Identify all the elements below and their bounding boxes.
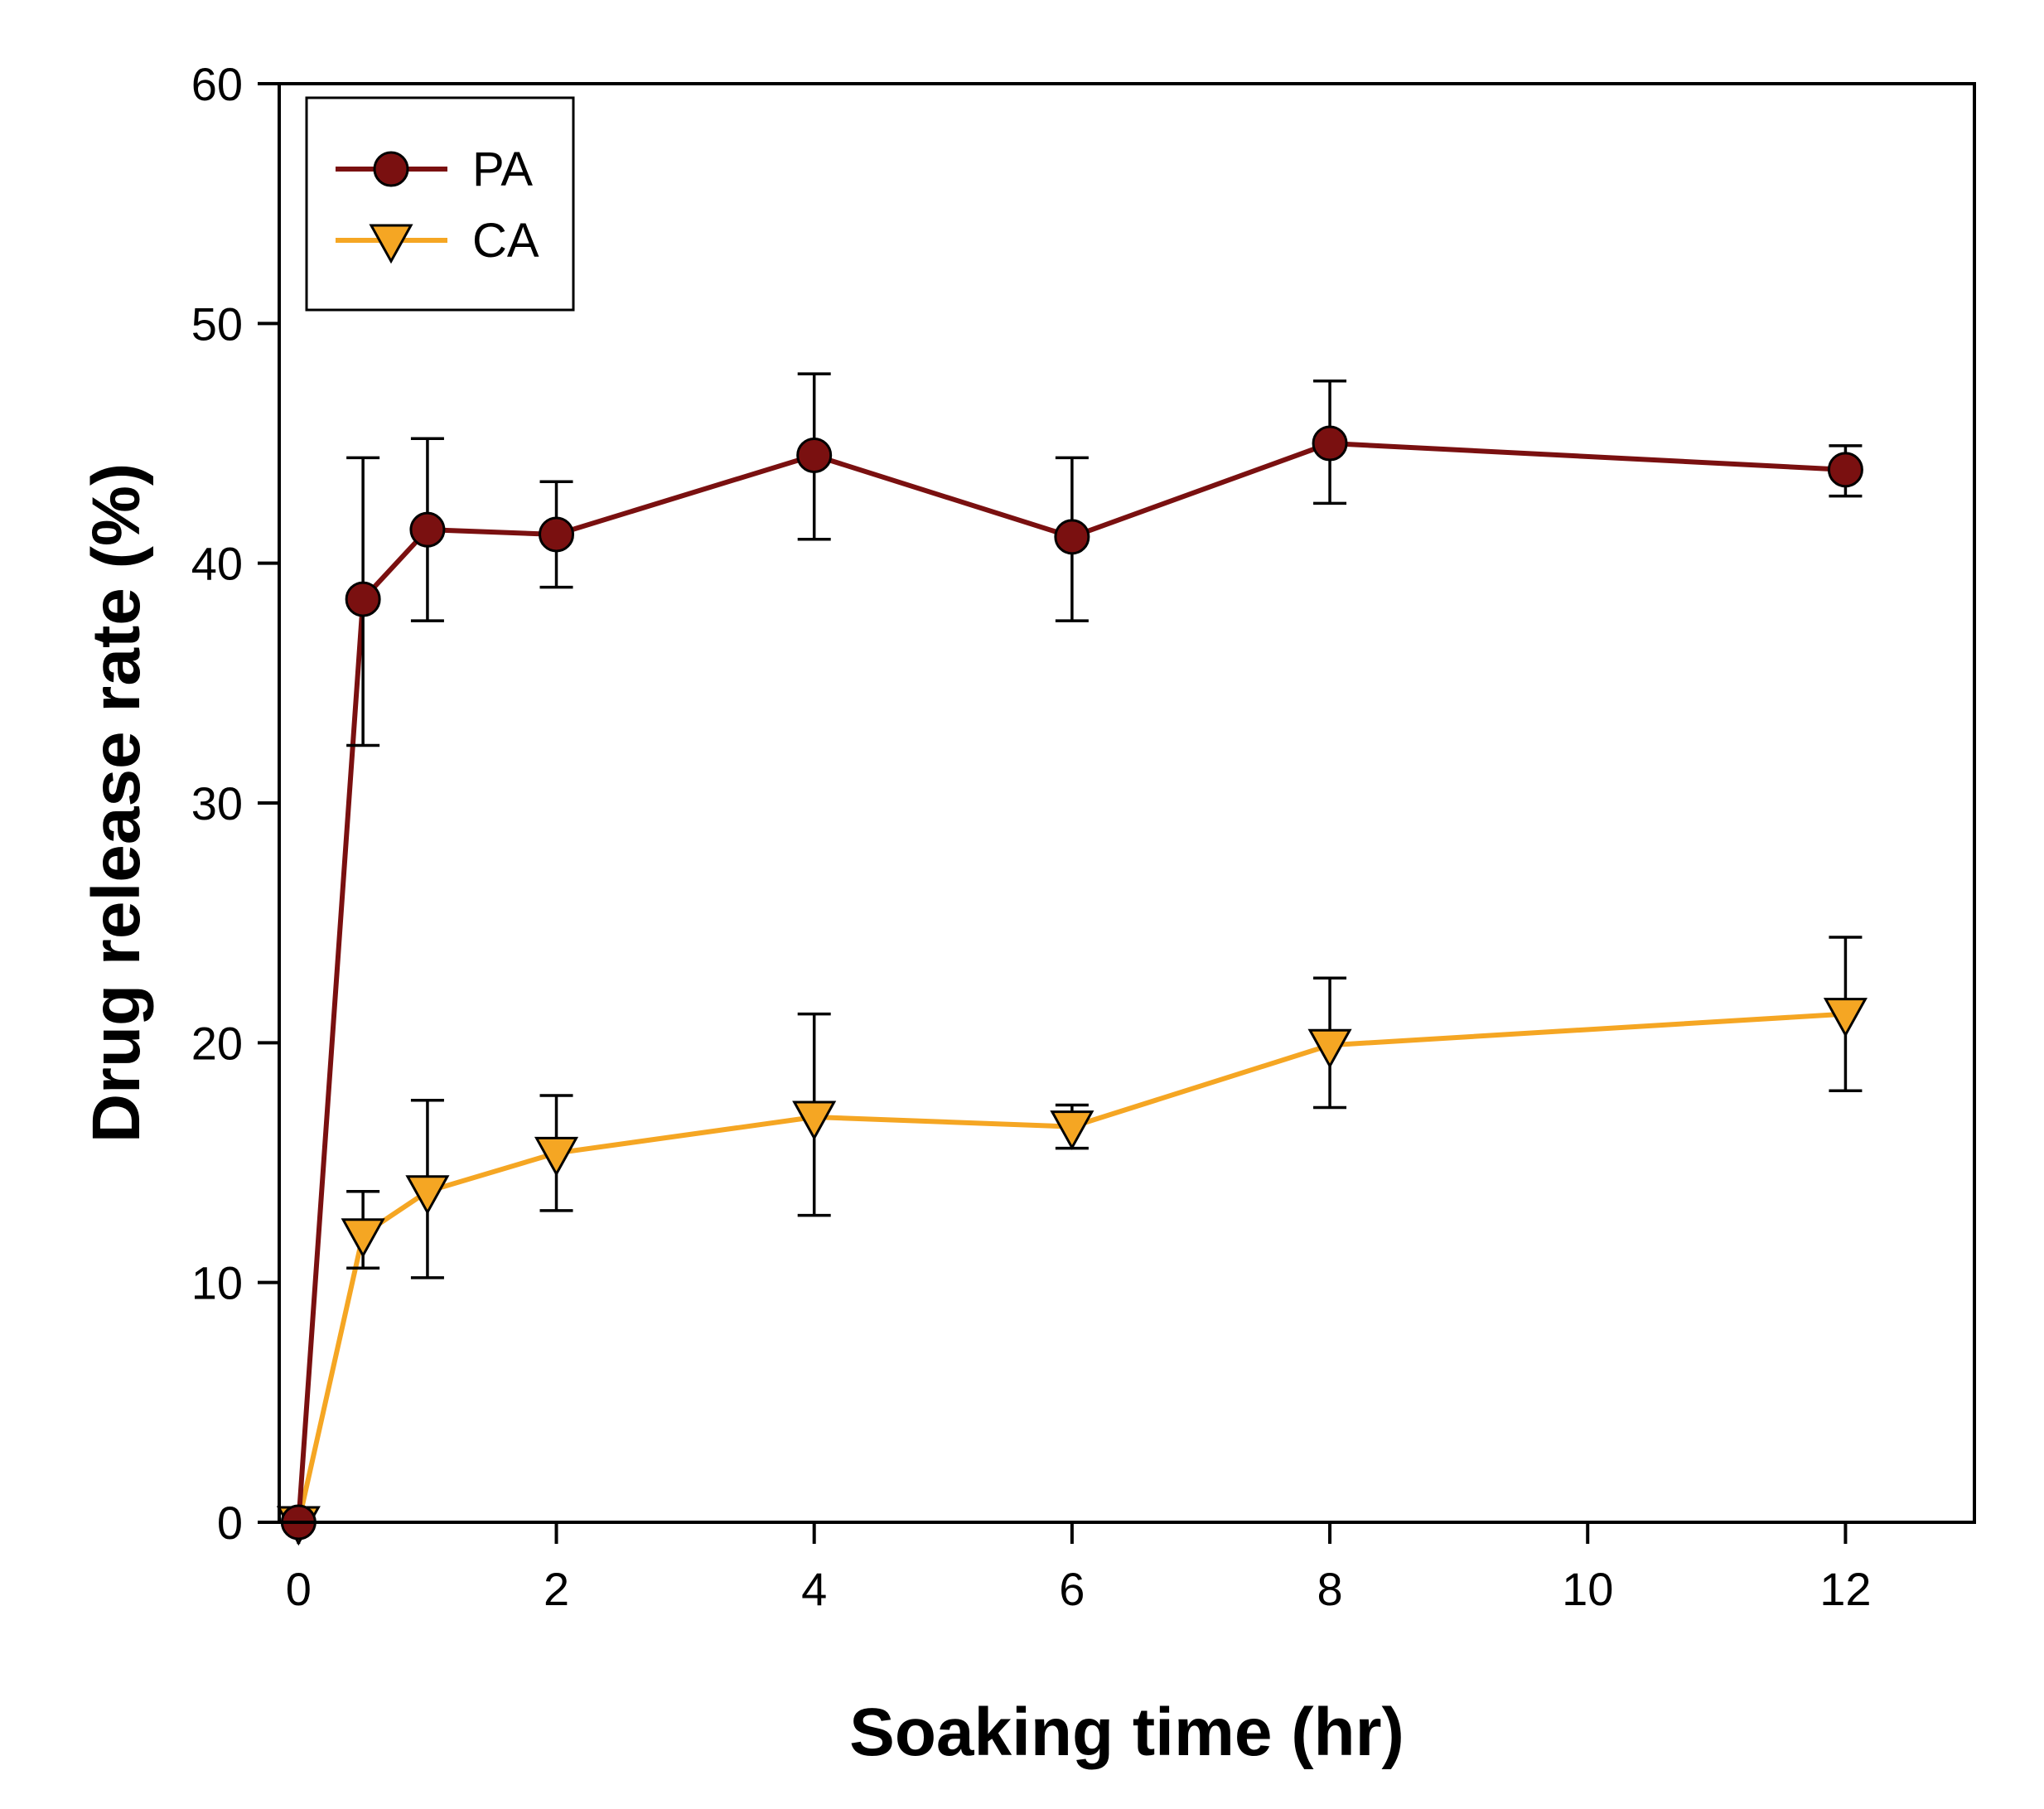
data-point-pa bbox=[1312, 425, 1348, 462]
data-point-pa bbox=[539, 516, 575, 553]
data-point-ca bbox=[792, 1100, 837, 1141]
legend-label-ca: CA bbox=[472, 214, 539, 268]
legend-item-ca: CA bbox=[336, 214, 539, 268]
data-point-pa bbox=[345, 581, 381, 617]
legend-marker-pa bbox=[373, 151, 409, 187]
data-point-ca bbox=[405, 1175, 450, 1216]
legend: PA CA bbox=[305, 96, 575, 312]
y-tick-label: 30 bbox=[191, 777, 243, 830]
y-tick-label: 60 bbox=[191, 58, 243, 110]
data-point-pa bbox=[1054, 519, 1090, 555]
axes: 0 2 4 6 8 10 12 0 10 20 30 40 50 60 bbox=[191, 58, 1872, 1615]
legend-marker-ca bbox=[369, 224, 413, 264]
x-tick-label: 2 bbox=[544, 1563, 569, 1615]
plot-frame bbox=[278, 82, 1976, 1524]
data-point-pa bbox=[796, 437, 833, 473]
legend-box bbox=[305, 96, 575, 312]
x-tick-label: 10 bbox=[1562, 1563, 1613, 1615]
legend-label-pa: PA bbox=[472, 143, 533, 196]
data-point-ca bbox=[1823, 998, 1868, 1038]
y-tick-label: 10 bbox=[191, 1257, 243, 1309]
x-axis-title: Soaking time (hr) bbox=[849, 1695, 1404, 1770]
data-point-pa bbox=[1827, 452, 1863, 488]
x-tick-label: 12 bbox=[1819, 1563, 1871, 1615]
x-tick-label: 8 bbox=[1317, 1563, 1342, 1615]
data-point-ca bbox=[341, 1218, 385, 1259]
y-tick-label: 0 bbox=[217, 1497, 243, 1549]
y-axis-title: Drug release rate (%) bbox=[79, 463, 154, 1143]
x-tick-label: 6 bbox=[1059, 1563, 1085, 1615]
y-tick-label: 50 bbox=[191, 297, 243, 350]
data-point-ca bbox=[1307, 1028, 1352, 1069]
x-tick-label: 4 bbox=[801, 1563, 827, 1615]
x-tick-label: 0 bbox=[286, 1563, 312, 1615]
data-point-ca bbox=[534, 1136, 579, 1177]
y-tick-label: 20 bbox=[191, 1017, 243, 1069]
data-point-pa bbox=[409, 511, 446, 548]
y-tick-label: 40 bbox=[191, 538, 243, 590]
data-point-ca bbox=[1050, 1110, 1094, 1150]
legend-item-pa: PA bbox=[336, 143, 533, 196]
series-ca bbox=[276, 936, 1868, 1546]
